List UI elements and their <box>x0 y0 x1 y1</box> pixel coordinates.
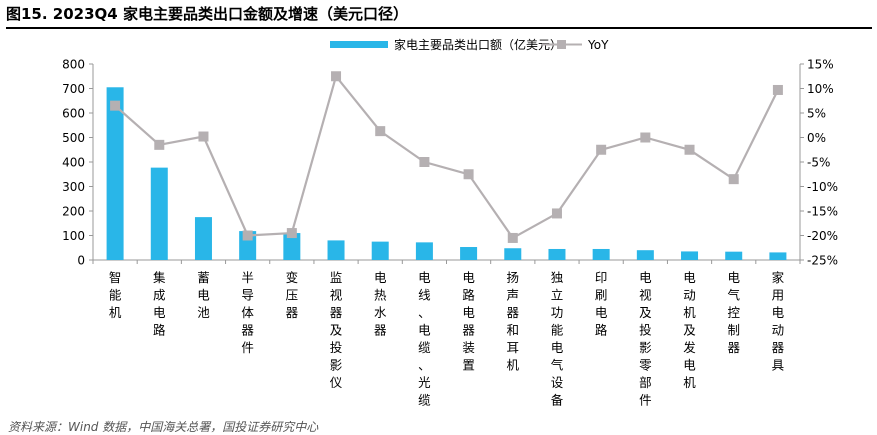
x-category-label: 扬声器和耳机 <box>507 270 520 373</box>
x-category-label: 半导体器件 <box>241 270 254 355</box>
title-rule <box>6 27 872 29</box>
y-right-tick-label: -5% <box>807 156 830 170</box>
yoy-point <box>286 228 297 239</box>
y-right-tick-label: -10% <box>807 180 838 194</box>
yoy-point <box>551 208 562 219</box>
yoy-point <box>242 230 253 241</box>
x-category-label: 集成电路 <box>153 270 166 338</box>
legend: 家电主要品类出口额（亿美元） YoY <box>330 37 609 52</box>
y-left-tick-label: 0 <box>77 254 85 268</box>
yoy-point <box>375 126 386 137</box>
bar <box>681 251 699 260</box>
x-category-label: 监视器及投影仪 <box>330 270 343 390</box>
yoy-point <box>640 132 651 143</box>
y-right-tick-label: -15% <box>807 205 838 219</box>
y-right-tick-label: -20% <box>807 229 838 243</box>
bar <box>327 240 345 260</box>
legend-bar-swatch <box>330 41 388 48</box>
y-left-tick-label: 400 <box>62 156 85 170</box>
yoy-point <box>728 174 739 185</box>
legend-line-marker <box>557 40 566 49</box>
yoy-point <box>596 144 607 155</box>
labels-layer: 0 100 200 300 400 500 600 700 800 -25% -20% -15% -10… <box>62 58 838 408</box>
yoy-point <box>507 232 518 243</box>
y-left-tick-label: 700 <box>62 82 85 96</box>
y-left-tick-label: 800 <box>62 58 85 72</box>
y-left-tick-label: 100 <box>62 229 85 243</box>
x-category-label: 电视及投影零部件 <box>639 270 652 408</box>
y-right-tick-label: 15% <box>807 58 834 72</box>
bars-layer <box>106 87 787 261</box>
x-category-label: 电热水器 <box>374 270 387 338</box>
legend-bar-label: 家电主要品类出口额（亿美元） <box>394 37 562 52</box>
y-left-tick-label: 200 <box>62 205 85 219</box>
bar <box>150 167 168 260</box>
source-note: 资料来源：Wind 数据，中国海关总署，国投证券研究中心 <box>8 420 319 434</box>
bar <box>106 87 124 261</box>
y-left-tick-label: 300 <box>62 180 85 194</box>
bar <box>283 233 301 260</box>
bar <box>636 250 654 260</box>
bar <box>415 242 433 260</box>
y-right-tick-label: -25% <box>807 254 838 268</box>
x-category-label: 电线、电缆、光缆 <box>418 270 431 408</box>
yoy-line <box>114 73 779 240</box>
y-right-tick-label: 5% <box>807 107 826 121</box>
chart-title: 图15. 2023Q4 家电主要品类出口金额及增速（美元口径） <box>6 5 408 23</box>
bar <box>725 251 743 260</box>
bar <box>371 241 389 260</box>
yoy-point <box>463 169 474 180</box>
y-left-tick-label: 500 <box>62 131 85 145</box>
x-category-label: 智能机 <box>109 270 122 320</box>
x-category-label: 电气控制器 <box>727 270 740 355</box>
x-category-label: 电路电器装置 <box>462 270 475 373</box>
y-left-tick-label: 600 <box>62 107 85 121</box>
bar <box>769 252 787 260</box>
yoy-point <box>154 139 165 150</box>
bar <box>504 248 522 260</box>
y-right-tick-label: 10% <box>807 82 834 96</box>
x-category-label: 家用电动器具 <box>772 270 785 373</box>
bar <box>548 248 566 260</box>
x-category-label: 电动机及发电机 <box>683 270 696 390</box>
yoy-point <box>198 131 209 142</box>
yoy-point <box>110 100 121 111</box>
line-layer <box>110 71 783 243</box>
bar <box>592 248 610 260</box>
x-category-label: 印刷电路 <box>595 270 608 338</box>
yoy-point <box>684 144 695 155</box>
x-category-label: 独立功能电气设备 <box>551 270 564 408</box>
x-category-label: 变压器 <box>286 270 299 320</box>
bar <box>460 247 478 260</box>
yoy-point <box>331 71 342 82</box>
y-right-tick-label: 0% <box>807 131 826 145</box>
legend-line-label: YoY <box>587 38 609 52</box>
yoy-point <box>772 84 783 95</box>
bar <box>194 217 212 260</box>
yoy-point <box>419 157 430 167</box>
x-category-label: 蓄电池 <box>197 270 210 320</box>
